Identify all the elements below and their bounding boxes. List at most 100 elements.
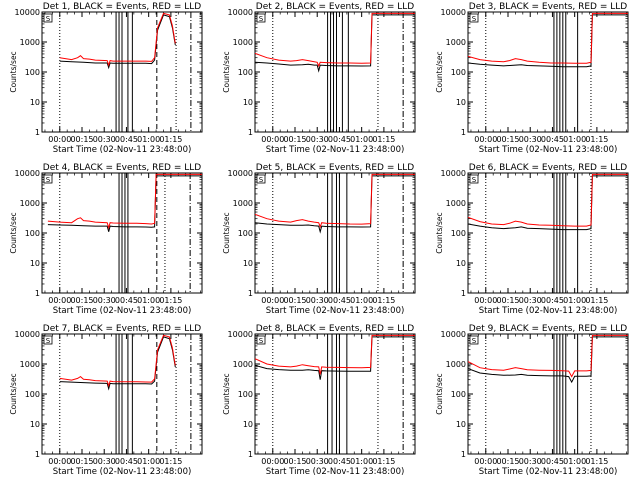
- x-tick-label: 01:00: [137, 457, 160, 466]
- y-axis-label: Counts/sec: [435, 373, 444, 414]
- box-marker: [256, 335, 266, 345]
- x-tick-label: 00:15: [283, 457, 306, 466]
- y-tick-label: 100: [451, 68, 466, 77]
- panel-title: Det 6, BLACK = Events, RED = LLD: [469, 163, 628, 173]
- plot-area: [255, 173, 415, 293]
- y-tick-label: 1: [461, 289, 466, 298]
- x-tick-label: 01:15: [372, 135, 395, 144]
- series-line-events: [47, 175, 202, 232]
- plot-area: [59, 12, 192, 132]
- panel-title: Det 8, BLACK = Events, RED = LLD: [256, 324, 415, 334]
- x-tick-label: 01:15: [585, 296, 608, 305]
- x-tick-label: 00:45: [328, 457, 351, 466]
- box-marker: [256, 13, 266, 23]
- y-axis-label: Counts/sec: [435, 212, 444, 253]
- y-tick-label: 10000: [15, 169, 40, 178]
- x-tick-label: 01:00: [137, 296, 160, 305]
- x-tick-label: 00:15: [70, 457, 93, 466]
- x-tick-label: 00:00: [48, 457, 71, 466]
- y-tick-label: 100: [25, 68, 40, 77]
- x-tick-label: 00:15: [496, 296, 519, 305]
- x-tick-label: 00:45: [541, 457, 564, 466]
- plot-frame: [467, 333, 629, 455]
- y-tick-label: 10000: [441, 330, 466, 339]
- box-marker-label: S: [472, 176, 477, 184]
- x-tick-label: 00:45: [115, 135, 138, 144]
- y-tick-label: 1000: [446, 360, 466, 369]
- x-axis-label: Start Time (02-Nov-11 23:48:00): [266, 306, 405, 316]
- x-tick-label: 00:15: [283, 135, 306, 144]
- x-axis-label: Start Time (02-Nov-11 23:48:00): [479, 467, 618, 477]
- box-marker: [43, 13, 53, 23]
- plot-area: [255, 334, 415, 454]
- x-tick-label: 01:15: [159, 457, 182, 466]
- y-tick-label: 10000: [441, 8, 466, 17]
- x-tick-label: 00:45: [115, 457, 138, 466]
- series-line-lld: [468, 334, 628, 378]
- x-axis-label: Start Time (02-Nov-11 23:48:00): [266, 467, 405, 477]
- panel-title: Det 3, BLACK = Events, RED = LLD: [469, 2, 628, 12]
- box-marker: [469, 174, 479, 184]
- y-tick-label: 1000: [233, 38, 253, 47]
- y-axis-label: Counts/sec: [222, 373, 231, 414]
- detector-panel-2: Det 2, BLACK = Events, RED = LLD 1 10 100 10…: [222, 2, 416, 155]
- box-marker: [469, 335, 479, 345]
- y-tick-label: 10: [456, 259, 466, 268]
- series-line-lld: [468, 173, 628, 227]
- panel-title: Det 7, BLACK = Events, RED = LLD: [43, 324, 202, 334]
- plot-frame: [254, 172, 416, 294]
- x-tick-label: 00:15: [70, 135, 93, 144]
- x-axis-label: Start Time (02-Nov-11 23:48:00): [53, 467, 192, 477]
- series-line-lld: [47, 173, 202, 230]
- detector-panel-4: Det 4, BLACK = Events, RED = LLD 1 10 100 10…: [9, 163, 203, 316]
- x-axis-label: Start Time (02-Nov-11 23:48:00): [53, 306, 192, 316]
- y-tick-label: 100: [238, 68, 253, 77]
- x-tick-label: 00:30: [93, 135, 116, 144]
- x-axis-label: Start Time (02-Nov-11 23:48:00): [479, 306, 618, 316]
- panel-title: Det 4, BLACK = Events, RED = LLD: [43, 163, 202, 173]
- y-tick-label: 1: [248, 450, 253, 459]
- x-tick-label: 00:00: [261, 135, 284, 144]
- series-line-events: [468, 14, 628, 68]
- plot-frame: [254, 11, 416, 133]
- x-tick-label: 00:00: [474, 296, 497, 305]
- x-tick-label: 01:00: [350, 457, 373, 466]
- series-line-events: [468, 175, 628, 231]
- x-tick-label: 00:00: [261, 296, 284, 305]
- y-tick-label: 1: [248, 128, 253, 137]
- series-line-events: [59, 14, 176, 70]
- x-tick-label: 00:00: [48, 135, 71, 144]
- x-tick-label: 01:00: [350, 296, 373, 305]
- y-tick-label: 100: [238, 390, 253, 399]
- y-tick-label: 1000: [233, 199, 253, 208]
- series-line-events: [59, 336, 176, 391]
- y-axis-label: Counts/sec: [9, 212, 18, 253]
- y-axis-label: Counts/sec: [435, 51, 444, 92]
- x-tick-label: 00:45: [115, 296, 138, 305]
- plot-area: [255, 12, 415, 132]
- y-axis-label: Counts/sec: [222, 212, 231, 253]
- y-tick-label: 1000: [20, 199, 40, 208]
- plot-frame: [467, 11, 629, 133]
- box-marker-label: S: [472, 337, 477, 345]
- y-tick-label: 1: [461, 128, 466, 137]
- x-tick-label: 01:00: [350, 135, 373, 144]
- y-tick-label: 100: [238, 229, 253, 238]
- series-line-events: [468, 336, 628, 384]
- x-tick-label: 00:30: [93, 296, 116, 305]
- x-tick-label: 00:00: [474, 457, 497, 466]
- detector-panel-9: Det 9, BLACK = Events, RED = LLD 1 10 100 10…: [435, 324, 629, 477]
- x-tick-label: 01:15: [372, 296, 395, 305]
- x-axis-label: Start Time (02-Nov-11 23:48:00): [266, 145, 405, 155]
- series-line-lld: [255, 12, 415, 68]
- x-tick-label: 00:30: [519, 296, 542, 305]
- x-tick-label: 00:30: [306, 135, 329, 144]
- y-tick-label: 10: [456, 420, 466, 429]
- box-marker: [43, 174, 53, 184]
- y-tick-label: 1000: [20, 38, 40, 47]
- y-tick-label: 1: [35, 289, 40, 298]
- box-marker-label: S: [46, 176, 51, 184]
- x-tick-label: 01:00: [563, 135, 586, 144]
- detector-panel-6: Det 6, BLACK = Events, RED = LLD 1 10 100 10…: [435, 163, 629, 316]
